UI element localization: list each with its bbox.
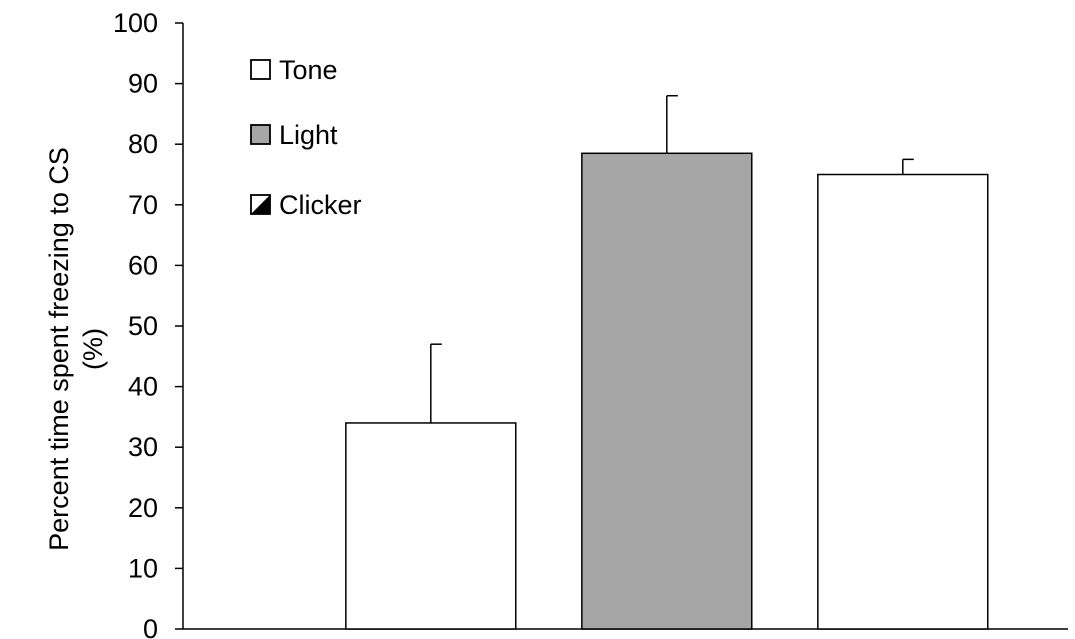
legend-swatch-hatch	[251, 195, 270, 214]
legend-label-tone: Tone	[279, 55, 338, 85]
y-tick-label: 0	[143, 614, 158, 639]
y-tick-label: 10	[128, 553, 158, 583]
y-tick-label: 30	[128, 432, 158, 462]
y-tick-label: 70	[128, 190, 158, 220]
y-tick-label: 90	[128, 69, 158, 99]
legend-swatch-light	[250, 124, 271, 145]
y-tick-label: 100	[113, 8, 158, 38]
legend-swatch-tone	[250, 59, 271, 80]
bar-tone	[345, 422, 517, 630]
y-tick-label: 60	[128, 250, 158, 280]
bars	[345, 152, 989, 630]
y-tick-label: 40	[128, 372, 158, 402]
y-tick-label: 50	[128, 311, 158, 341]
error-bars	[430, 94, 914, 423]
y-axis-ticks: 0 10 20 30 40 50 60 70 80 90 100	[113, 8, 183, 639]
legend: Tone Light Clicker	[250, 55, 362, 220]
legend-label-clicker: Clicker	[279, 190, 362, 220]
y-axis-title-line2: (%)	[78, 328, 108, 370]
y-axis-title: Percent time spent freezing to CS (%)	[44, 147, 108, 551]
legend-label-light: Light	[279, 120, 338, 150]
y-tick-label: 80	[128, 129, 158, 159]
bar-light	[581, 152, 753, 630]
y-axis-title-line1: Percent time spent freezing to CS	[44, 147, 74, 551]
y-tick-label: 20	[128, 493, 158, 523]
bar-clicker	[817, 173, 989, 630]
